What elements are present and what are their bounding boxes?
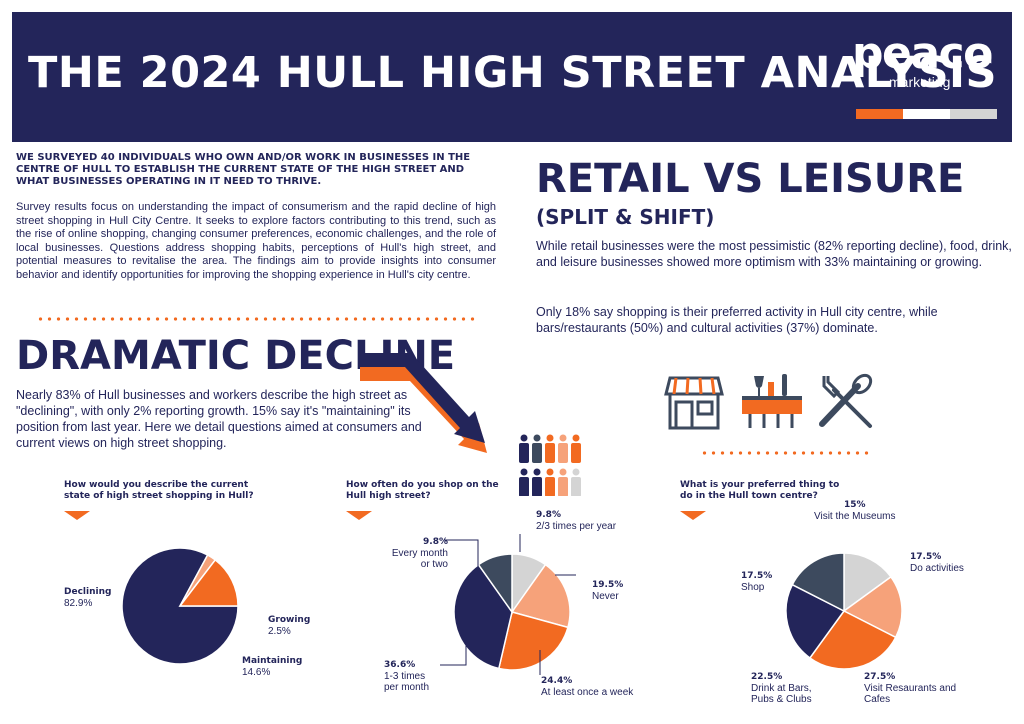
pie2-leader-lines — [440, 534, 576, 675]
pie-slice-at-least-once-a-week — [497, 611, 569, 671]
pie-slice-1-3-times-per-month — [453, 563, 513, 670]
activity-divider-dots — [700, 451, 870, 455]
retail-paragraph-1: While retail businesses were the most pe… — [536, 239, 1012, 269]
pie-chart-shop-frequency — [453, 553, 571, 671]
pie-slice-shop — [791, 552, 845, 613]
pie1-label-growing: Growing 2.5% — [268, 615, 311, 637]
pie3-label-shop: 17.5% Shop — [741, 571, 773, 593]
question-3-title: What is your preferred thing to do in th… — [680, 480, 840, 501]
pie3-label-restaurants: 27.5% Visit Resaurants and Cafes — [864, 672, 957, 705]
person-icon — [519, 434, 529, 463]
pie-slice-drink-at-bars-pubs-clubs — [785, 583, 846, 659]
page-title: THE 2024 HULL HIGH STREET ANALYSIS — [28, 48, 998, 98]
pie2-label-2-3-times: 9.8% 2/3 times per year — [536, 510, 617, 532]
logo-bar-orange — [856, 109, 903, 119]
pie-slice-do-activities — [842, 575, 903, 639]
pie-chart-preferred-activity — [785, 552, 903, 670]
people-grid-icon — [519, 434, 581, 496]
divider-dots — [36, 317, 476, 321]
pie-slice-visit-the-museums — [843, 552, 892, 613]
person-icon — [532, 434, 542, 463]
shop-front-icon — [664, 376, 724, 430]
intro-body: Survey results focus on understanding th… — [16, 201, 496, 281]
person-icon — [571, 434, 581, 463]
pie-slice-never — [510, 563, 571, 629]
question-1-title: How would you describe the current state… — [64, 480, 254, 501]
person-icon — [545, 468, 555, 496]
logo-bar-grey — [950, 109, 997, 119]
header-banner — [12, 12, 1012, 142]
pie3-label-museums: 15% Visit the Museums — [814, 500, 896, 522]
pie3-label-activities: 17.5% Do activities — [910, 552, 964, 574]
pie-slice-visit-resaurants-and-cafes — [808, 610, 897, 670]
question-3-marker — [680, 511, 706, 520]
decline-paragraph: Nearly 83% of Hull businesses and worker… — [16, 388, 422, 450]
decline-arrow-icon — [360, 353, 487, 453]
person-icon — [558, 468, 568, 496]
logo-subtitle: marketing — [889, 74, 951, 90]
question-2-marker — [346, 511, 372, 520]
pie3-label-bars: 22.5% Drink at Bars, Pubs & Clubs — [751, 672, 812, 705]
pie1-label-maintaining: Maintaining 14.6% — [242, 656, 303, 678]
bar-counter-icon — [742, 374, 802, 428]
retail-subtitle: (SPLIT & SHIFT) — [536, 205, 715, 229]
pie-chart-current-state — [121, 547, 239, 665]
pie2-label-every-month: 9.8% Every month or two — [391, 537, 448, 570]
pie-slice-every-month-or-two — [477, 553, 513, 615]
person-icon — [545, 434, 555, 463]
retail-title: RETAIL VS LEISURE — [536, 156, 965, 202]
logo-bar-white — [903, 109, 950, 119]
pie2-label-1-3-times: 36.6% 1-3 times per month — [384, 660, 430, 693]
person-icon — [558, 434, 568, 463]
person-icon — [571, 468, 581, 496]
question-2-title: How often do you shop on the Hull high s… — [346, 480, 499, 501]
pie2-label-never: 19.5% Never — [592, 580, 624, 602]
question-1-marker — [64, 511, 90, 520]
pie-slice-maintaining — [178, 558, 239, 607]
person-icon — [519, 468, 529, 496]
pie2-label-weekly: 24.4% At least once a week — [541, 676, 634, 698]
retail-paragraph-2: Only 18% say shopping is their preferred… — [536, 305, 938, 335]
pie1-label-declining: Declining 82.9% — [64, 587, 112, 609]
person-icon — [532, 468, 542, 496]
intro-heading: WE SURVEYED 40 INDIVIDUALS WHO OWN AND/O… — [16, 152, 471, 187]
logo-wordmark: peaco — [852, 28, 993, 79]
fork-knife-icon — [819, 373, 873, 428]
